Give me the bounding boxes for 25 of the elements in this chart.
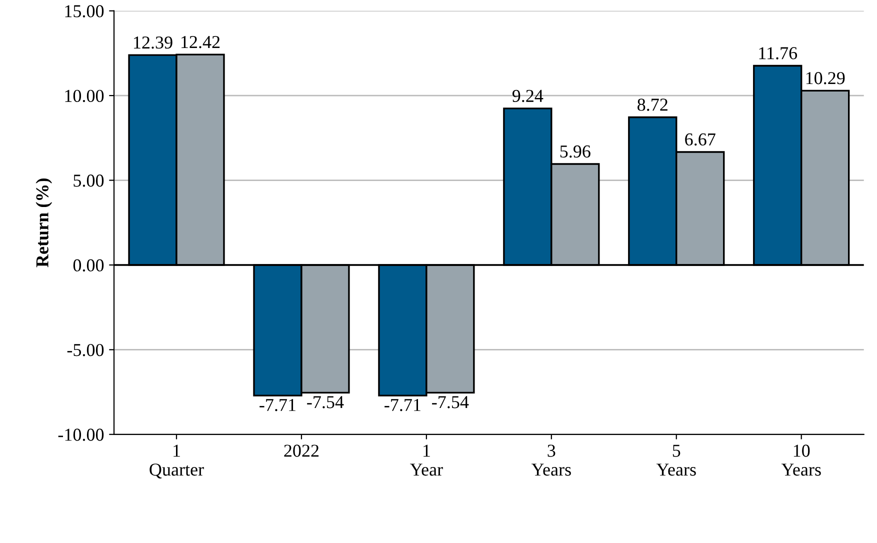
x-tick-label: 3 Years [531,444,571,476]
y-tick-label: 15.00 [65,5,104,18]
y-tick-label: 5.00 [74,174,104,187]
data-label: 12.39 [134,36,172,49]
data-label: -7.54 [432,396,469,408]
x-tick-label: 1 Year [410,444,443,476]
data-label: 9.24 [512,90,544,102]
data-label: 8.72 [638,98,668,111]
data-label: -7.54 [307,396,344,408]
x-tick-label: 5 Years [656,444,696,476]
y-tick-label: 10.00 [65,90,104,102]
y-tick-label: -5.00 [67,344,104,356]
data-label: 6.67 [685,133,716,146]
data-label: -7.71 [260,398,296,412]
y-tick-label: -10.00 [58,428,104,441]
x-tick-label: 10 Years [781,444,821,476]
data-label: 11.76 [759,47,798,60]
data-label: -7.71 [384,398,420,412]
data-label: 10.29 [806,72,845,84]
x-tick-label: 2022 [284,444,319,457]
y-tick-label: 0.00 [73,259,104,272]
y-axis-title: Return (%) [36,178,52,268]
data-label: 5.96 [560,145,590,158]
data-label: 12.42 [182,36,220,48]
x-tick-label: 1 Quarter [150,444,204,478]
